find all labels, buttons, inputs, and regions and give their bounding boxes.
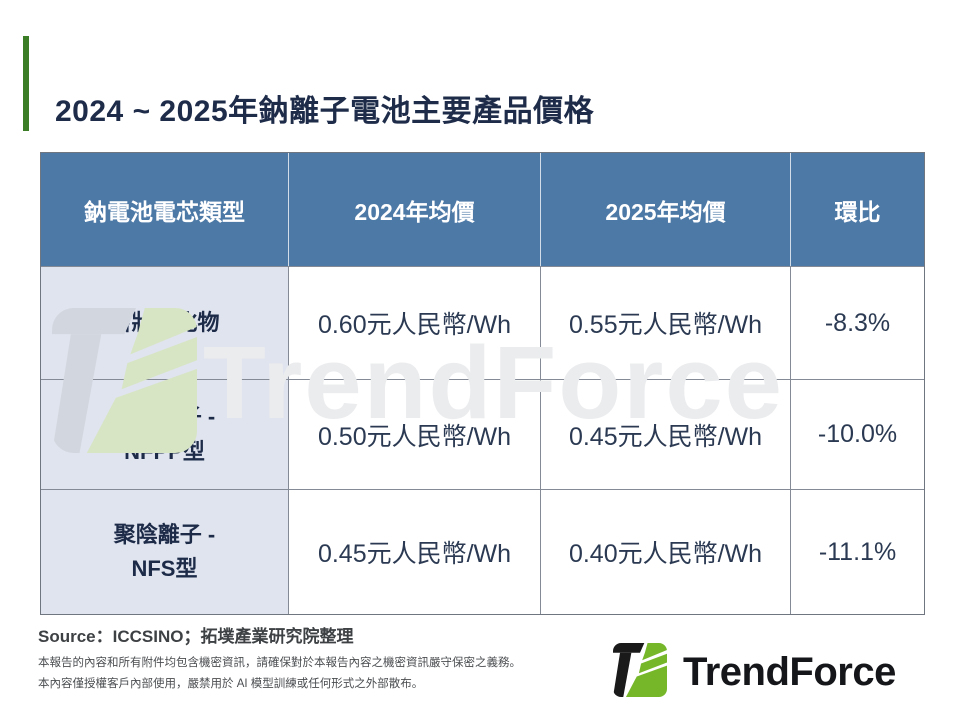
header-cell-2025-avg: 2025年均價 (541, 153, 791, 266)
trendforce-logo-text: TrendForce (683, 650, 896, 694)
header-cell-2024-avg: 2024年均價 (289, 153, 541, 266)
page-title: 2024 ~ 2025年鈉離子電池主要產品價格 (55, 95, 595, 129)
header-cell-type: 鈉電池電芯類型 (41, 153, 289, 266)
row3-type-cell: 聚陰離子 - NFS型 (41, 489, 289, 614)
disclaimer-text: 本報告的內容和所有附件均包含機密資訊，請確保對於本報告內容之機密資訊嚴守保密之義… (38, 653, 521, 694)
header-cell-qoq: 環比 (791, 153, 924, 266)
row3-qoq-cell: -11.1% (791, 489, 924, 614)
trendforce-logo: TrendForce (610, 643, 896, 702)
row1-2024-price-cell: 0.60元人民幣/Wh (289, 266, 541, 379)
row2-2025-price-cell: 0.45元人民幣/Wh (541, 379, 791, 489)
row3-2024-price-cell: 0.45元人民幣/Wh (289, 489, 541, 614)
row1-qoq-cell: -8.3% (791, 266, 924, 379)
price-table: 鈉電池電芯類型 2024年均價 2025年均價 環比 層狀氧化物 0.60元人民… (40, 152, 925, 615)
title-accent-bar (23, 36, 29, 131)
row1-type-cell: 層狀氧化物 (41, 266, 289, 379)
row1-2025-price-cell: 0.55元人民幣/Wh (541, 266, 791, 379)
row3-2025-price-cell: 0.40元人民幣/Wh (541, 489, 791, 614)
row2-2024-price-cell: 0.50元人民幣/Wh (289, 379, 541, 489)
row2-type-cell: 聚陰離子 - NFPP型 (41, 379, 289, 489)
source-line: Source：ICCSINO；拓墣產業研究院整理 (38, 627, 354, 646)
trendforce-logo-mark-icon (610, 643, 670, 702)
disclaimer-line-2: 本內容僅授權客戶內部使用，嚴禁用於 AI 模型訓練或任何形式之外部散布。 (38, 677, 424, 690)
disclaimer-line-1: 本報告的內容和所有附件均包含機密資訊，請確保對於本報告內容之機密資訊嚴守保密之義… (38, 657, 521, 669)
row2-qoq-cell: -10.0% (791, 379, 924, 489)
